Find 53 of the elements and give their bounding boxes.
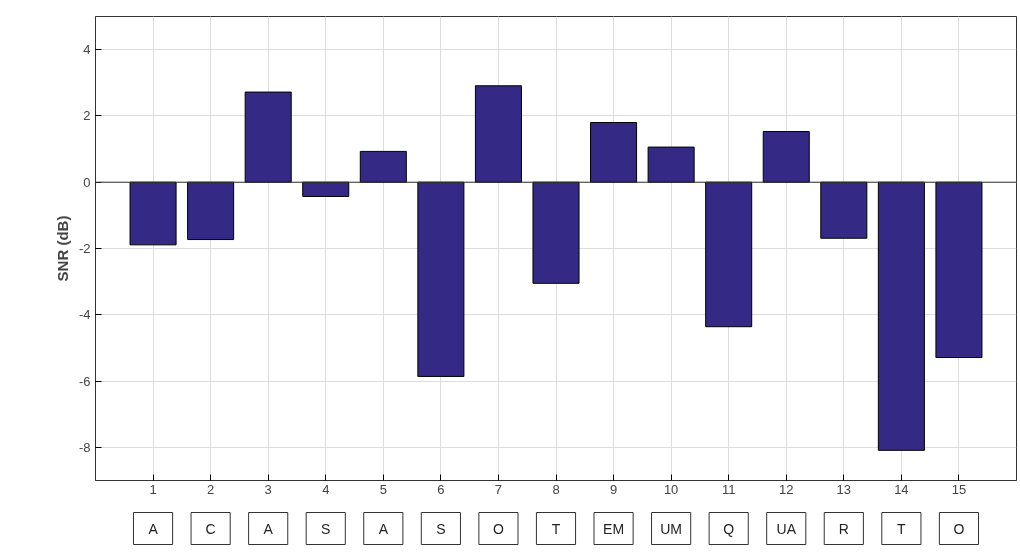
x-tick-label: 4 <box>322 481 330 497</box>
y-tick-label: -4 <box>78 307 91 323</box>
bar <box>302 181 350 197</box>
y-tick-label: 0 <box>83 174 91 190</box>
text: T <box>897 520 907 537</box>
bar <box>474 85 522 183</box>
text: T <box>551 520 561 537</box>
x-tick-label: 6 <box>437 481 445 497</box>
bar <box>244 91 292 183</box>
bar <box>877 181 925 451</box>
text: C <box>205 520 216 537</box>
bar <box>762 131 810 183</box>
text: O <box>953 520 965 537</box>
x-tick-label: 13 <box>836 481 852 497</box>
text: A <box>148 520 159 537</box>
x-tick-label: 2 <box>207 481 215 497</box>
bar <box>705 181 753 328</box>
text: UM <box>660 520 683 537</box>
y-tick-label: 4 <box>83 42 91 58</box>
bar <box>590 122 638 183</box>
x-tick-label: 3 <box>264 481 272 497</box>
text: A <box>378 520 389 537</box>
text: A <box>263 520 274 537</box>
x-tick-label: 11 <box>721 481 736 497</box>
text: EM <box>603 520 625 537</box>
x-tick-label: 5 <box>379 481 387 497</box>
x-tick-label: 15 <box>951 481 967 497</box>
x-tick-label: 7 <box>494 481 503 497</box>
text: Q <box>723 520 735 537</box>
x-tick-label: 14 <box>894 481 909 497</box>
x-tick-label: 9 <box>609 481 618 497</box>
bar <box>129 181 177 246</box>
text: S <box>436 520 446 537</box>
y-tick-label: 2 <box>83 108 91 124</box>
y-tick-label: -2 <box>78 241 91 256</box>
bar <box>417 181 465 377</box>
bar <box>935 181 983 359</box>
bar <box>532 181 580 284</box>
y-axis-title: SNR (dB) <box>53 215 71 282</box>
x-tick-label: 12 <box>779 481 794 497</box>
y-tick-label: -6 <box>78 373 91 389</box>
bar <box>187 181 235 241</box>
y-tick-label: -8 <box>78 439 91 455</box>
bar <box>647 146 695 183</box>
x-tick-label: 8 <box>552 481 560 497</box>
text: O <box>492 520 504 537</box>
text: R <box>838 520 849 537</box>
x-tick-label: 1 <box>149 481 157 497</box>
bar <box>359 150 407 183</box>
bar <box>820 181 868 239</box>
x-tick-label: 10 <box>663 481 679 497</box>
text: S <box>321 520 331 537</box>
text: UA <box>776 520 797 537</box>
